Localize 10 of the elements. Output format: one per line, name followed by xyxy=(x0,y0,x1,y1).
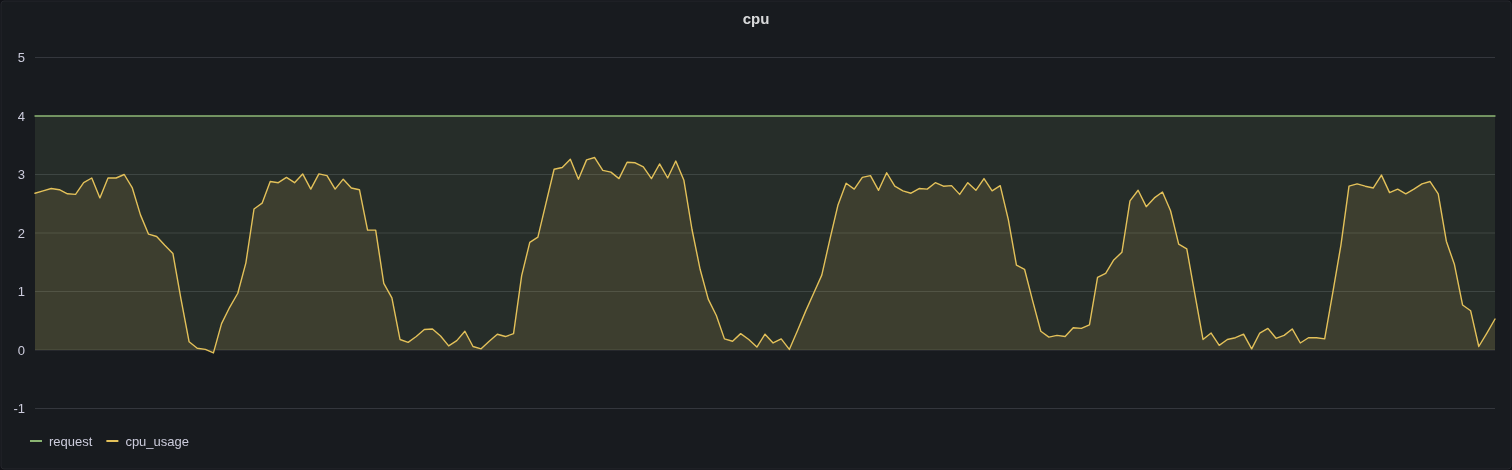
y-tick-label: -1 xyxy=(13,401,25,417)
y-tick-label: 5 xyxy=(17,50,25,66)
y-tick-label: 3 xyxy=(17,167,25,183)
y-tick-label: 0 xyxy=(17,342,25,358)
chart-title: cpu xyxy=(742,10,770,27)
legend-label: cpu_usage xyxy=(125,433,189,449)
legend-label: request xyxy=(49,433,93,449)
y-tick-label: 4 xyxy=(17,108,25,124)
y-tick-label: 1 xyxy=(17,284,25,300)
y-tick-label: 2 xyxy=(17,225,25,241)
